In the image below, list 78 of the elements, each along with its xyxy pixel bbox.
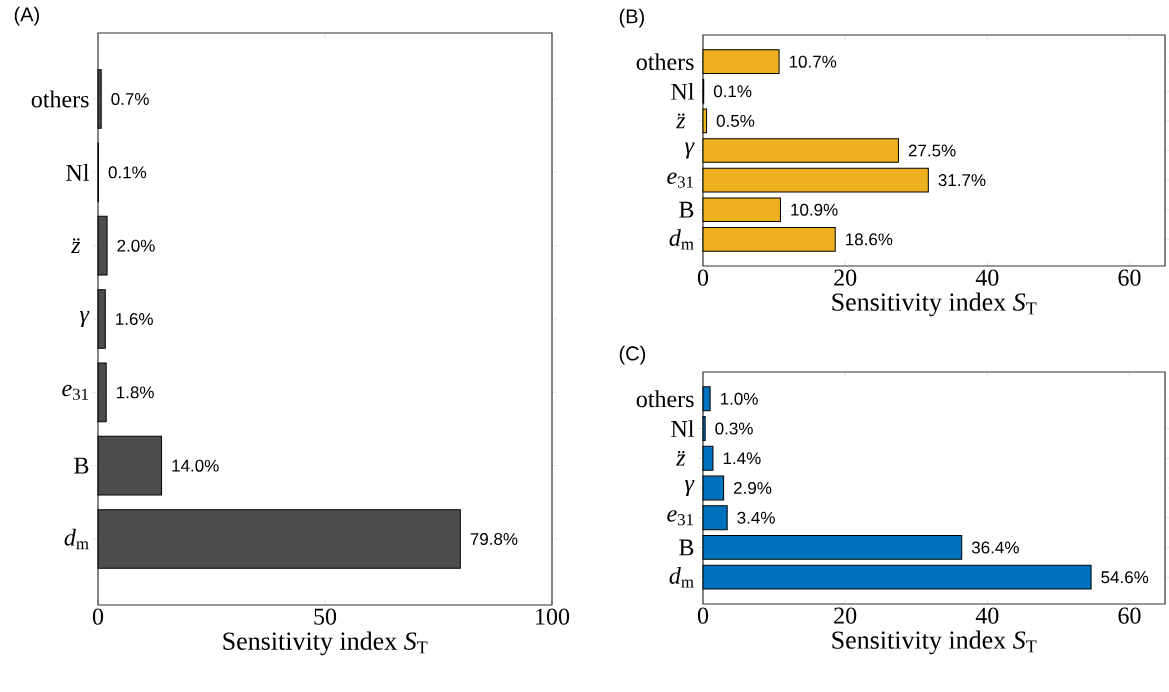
y-tick-label: Nl xyxy=(66,164,89,181)
y-tick-label: Nl xyxy=(671,82,694,100)
bar xyxy=(97,362,107,423)
x-tick-label: 60 xyxy=(1118,269,1141,286)
y-tick-label: e$_{31}$ xyxy=(62,384,88,400)
x-tick-label: 50 xyxy=(314,608,337,625)
y-tick-label: B xyxy=(679,201,694,218)
x-tick-label: 20 xyxy=(834,269,857,286)
bar xyxy=(702,535,963,560)
x-tick-label: 40 xyxy=(975,607,999,624)
bar xyxy=(702,108,708,134)
bar xyxy=(97,509,461,569)
y-tick-label: e$_{31}$ xyxy=(667,172,693,188)
x-axis-title: Sensitivity index S$_{T}$ xyxy=(223,631,428,656)
y-tick-label: z̈ xyxy=(675,450,686,466)
data-label: 36.4% xyxy=(971,541,1019,554)
data-label: 3.4% xyxy=(737,511,775,524)
chart-title: (A) xyxy=(14,6,39,26)
x-tick-label: 40 xyxy=(975,269,999,286)
bar xyxy=(702,475,725,501)
x-tick-label: 0 xyxy=(697,269,709,286)
data-label: 0.7% xyxy=(111,92,149,106)
y-tick-label: Nl xyxy=(671,420,694,437)
bar xyxy=(702,386,711,412)
data-label: 54.6% xyxy=(1101,571,1149,584)
data-label: 18.6% xyxy=(846,233,893,246)
x-tick-label: 20 xyxy=(834,607,857,624)
y-tick-label: d$_{m}$ xyxy=(669,567,694,588)
bar xyxy=(97,289,106,349)
data-label: 1.4% xyxy=(723,452,761,465)
data-label: 0.1% xyxy=(713,85,752,98)
data-label: 1.0% xyxy=(720,392,758,405)
data-label: 14.0% xyxy=(172,459,219,472)
bar xyxy=(702,49,780,74)
x-tick-label: 0 xyxy=(697,607,709,624)
y-tick-label: d$_{m}$ xyxy=(669,229,694,250)
y-tick-label: others xyxy=(636,53,694,71)
chart-title: (B) xyxy=(619,8,644,28)
x-tick-label: 100 xyxy=(536,608,570,625)
data-label: 10.9% xyxy=(791,203,838,216)
data-label: 0.3% xyxy=(715,422,753,435)
bar xyxy=(702,226,836,252)
data-label: 0.1% xyxy=(108,166,147,179)
y-tick-label: γ xyxy=(79,310,90,328)
bar xyxy=(97,215,108,276)
data-label: 0.5% xyxy=(716,114,755,127)
y-tick-label: B xyxy=(74,457,89,474)
data-label: 2.0% xyxy=(117,239,155,252)
data-label: 27.5% xyxy=(908,144,956,157)
y-tick-label: γ xyxy=(684,142,695,159)
x-tick-label: 60 xyxy=(1118,607,1141,624)
bar xyxy=(702,505,728,531)
y-tick-label: z̈ xyxy=(675,113,686,129)
y-tick-label: B xyxy=(679,539,694,556)
chart-title: (C) xyxy=(619,345,646,365)
data-label: 1.6% xyxy=(116,312,153,326)
y-tick-label: γ xyxy=(684,479,695,497)
x-axis-title: Sensitivity index S$_{T}$ xyxy=(832,292,1037,317)
x-tick-label: 0 xyxy=(92,608,104,625)
bar xyxy=(702,138,899,163)
data-label: 10.7% xyxy=(789,55,837,68)
bar xyxy=(702,445,714,471)
data-label: 2.9% xyxy=(734,481,772,495)
bar xyxy=(702,564,1092,590)
x-axis-title: Sensitivity index S$_{T}$ xyxy=(832,630,1037,655)
bar xyxy=(97,69,102,129)
y-tick-label: d$_{m}$ xyxy=(64,528,89,550)
bar xyxy=(702,416,706,441)
y-tick-label: z̈ xyxy=(70,238,81,254)
bar xyxy=(702,167,929,193)
bar xyxy=(702,197,781,223)
y-tick-label: others xyxy=(31,90,89,108)
data-label: 1.8% xyxy=(117,386,154,399)
y-tick-label: others xyxy=(636,390,694,408)
data-label: 79.8% xyxy=(470,532,518,546)
y-tick-label: e$_{31}$ xyxy=(667,510,693,526)
bar xyxy=(97,435,163,496)
data-label: 31.7% xyxy=(938,174,986,187)
